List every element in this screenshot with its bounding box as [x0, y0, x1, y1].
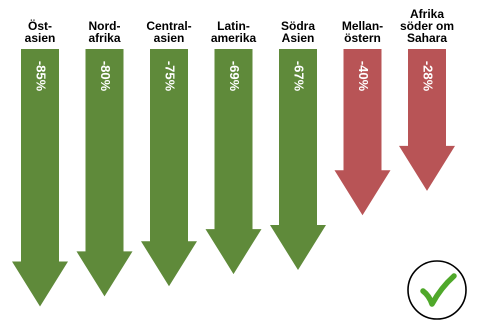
- value-label-6: -40%: [356, 61, 371, 92]
- arrow-bar-3: [141, 49, 197, 287]
- category-label-3: Central-asien: [146, 19, 191, 45]
- category-label-6: Mellan-östern: [342, 19, 383, 45]
- category-label-1: Öst-asien: [25, 18, 56, 45]
- checkmark-icon: [420, 273, 457, 307]
- value-label-2: -80%: [98, 61, 113, 92]
- arrow-bar-7: [399, 49, 455, 191]
- arrow-bar-4: [205, 49, 262, 275]
- value-label-1: -85%: [34, 61, 49, 92]
- arrow-bar-1: [12, 49, 68, 307]
- value-label-4: -69%: [227, 61, 242, 92]
- arrow-bar-5: [270, 49, 326, 271]
- category-label-4: Latin-amerika: [211, 19, 257, 45]
- category-label-2: Nord-afrika: [88, 19, 120, 45]
- arrow-bar-6: [334, 49, 391, 216]
- value-label-7: -28%: [421, 61, 436, 92]
- value-label-5: -67%: [292, 61, 307, 92]
- value-label-3: -75%: [163, 61, 178, 92]
- category-label-5: Södra Asien: [281, 19, 315, 45]
- badge-circle: [407, 260, 467, 320]
- category-label-7: Afrika söder om Sahara: [400, 7, 454, 45]
- checkmark-badge: [407, 260, 467, 320]
- arrow-bar-2: [76, 49, 133, 297]
